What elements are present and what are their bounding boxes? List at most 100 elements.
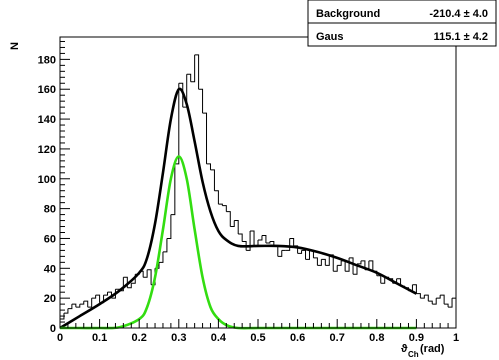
histogram-bin <box>143 269 148 278</box>
x-tick-label: 1 <box>453 332 459 344</box>
histogram-bin <box>317 259 322 266</box>
histogram-bin <box>289 237 295 246</box>
histogram-bin <box>214 190 219 205</box>
histogram-bin <box>321 258 326 266</box>
y-tick-label: 140 <box>38 114 56 126</box>
histogram-bin <box>103 292 109 296</box>
histogram-bin <box>147 269 152 285</box>
x-tick-label: 0.3 <box>171 332 186 344</box>
histogram-bin <box>273 245 279 257</box>
histogram-bin <box>63 308 69 314</box>
y-axis-label: N <box>9 42 21 50</box>
histogram-bin <box>265 241 271 244</box>
histogram-bin <box>83 300 89 308</box>
histogram-bin <box>190 54 196 83</box>
histogram-bin <box>285 238 291 251</box>
histogram-layer <box>60 54 456 320</box>
histogram-bin <box>170 163 176 216</box>
histogram-bin <box>269 240 275 246</box>
histogram-bin <box>67 304 73 310</box>
x-axis-label: ϑ Ch (rad) <box>401 343 445 359</box>
y-tick-label: 100 <box>38 174 56 186</box>
y-tick-label: 40 <box>44 263 56 275</box>
y-tick-label: 60 <box>44 233 56 245</box>
histogram-bin <box>174 83 180 165</box>
histogram-bin <box>159 251 164 263</box>
histogram-bin <box>301 249 307 260</box>
histogram-bin <box>60 313 65 320</box>
histogram-bin <box>353 263 358 275</box>
histogram-bin <box>261 234 267 243</box>
histogram-bin <box>380 277 386 284</box>
histogram-bin <box>178 82 184 108</box>
histogram-bin <box>194 54 200 90</box>
histogram-bin <box>412 284 417 294</box>
histogram-bin <box>420 295 425 299</box>
histogram-bin <box>357 260 362 265</box>
histogram-bin <box>448 298 453 308</box>
histogram-bin <box>325 254 330 266</box>
histogram-bin <box>313 257 318 266</box>
histogram-bin <box>424 294 429 302</box>
axis-ticks: 0 0.1 0.2 0.3 0.4 0.5 0.6 0.7 0.8 0.9 1 0 20 40 60 80 10… <box>38 40 459 344</box>
y-tick-label: 160 <box>38 84 56 96</box>
histogram-bin <box>277 250 283 257</box>
histogram-bin <box>305 250 310 260</box>
stat-value-gaus: 115.1 ± 4.2 <box>434 31 488 43</box>
histogram-bin <box>396 278 402 287</box>
histogram-bin <box>166 214 172 239</box>
stat-label-background: Background <box>316 8 380 20</box>
histogram-bin <box>186 73 192 82</box>
x-tick-label: 0.2 <box>132 332 147 344</box>
gaussian-fit-curve <box>60 155 417 330</box>
total-fit-curve <box>59 87 418 330</box>
histogram-bin <box>226 211 231 227</box>
histogram-bin <box>162 238 168 253</box>
histogram-bin <box>75 304 81 308</box>
y-tick-label: 0 <box>50 323 56 335</box>
histogram-bin <box>95 294 101 303</box>
histogram-bin <box>87 298 93 308</box>
x-axis-label-subscript: Ch <box>408 350 419 359</box>
x-tick-label: 0.8 <box>369 332 384 344</box>
x-tick-label: 0.5 <box>250 332 265 344</box>
stat-value-background: -210.4 ± 4.0 <box>429 8 488 20</box>
histogram-bin <box>341 260 346 272</box>
histogram-bin <box>368 260 374 272</box>
histogram-bin <box>444 303 449 308</box>
histogram-bin <box>206 163 211 170</box>
histogram-bin <box>376 275 382 284</box>
histogram-bin <box>440 294 445 305</box>
x-tick-label: 0.4 <box>211 332 227 344</box>
stat-label-gaus: Gaus <box>316 31 344 43</box>
y-tick-label: 180 <box>38 54 56 66</box>
histogram-bin <box>428 300 433 305</box>
y-tick-label: 120 <box>38 144 56 156</box>
histogram-bin <box>432 298 437 305</box>
x-tick-label: 0.6 <box>290 332 305 344</box>
x-axis-label-unit: (rad) <box>420 343 445 355</box>
histogram-bin <box>436 295 441 299</box>
histogram-bin <box>349 257 354 275</box>
histogram-bin <box>222 205 227 212</box>
histogram-bin <box>416 293 421 299</box>
histogram-bin <box>258 235 263 241</box>
histogram-bin <box>79 301 85 305</box>
histogram-bin <box>71 303 77 308</box>
histogram-bin <box>234 220 239 234</box>
histogram-bin <box>198 88 204 114</box>
fit-stats-box: Background -210.4 ± 4.0 Gaus 115.1 ± 4.2 <box>307 0 497 47</box>
histogram-bin <box>238 233 243 242</box>
y-tick-label: 20 <box>44 293 56 305</box>
y-tick-label: 80 <box>44 204 56 216</box>
histogram-bin <box>230 220 235 228</box>
histogram-bin <box>127 283 132 289</box>
histogram-bin <box>250 230 255 246</box>
histogram-bin <box>218 203 223 206</box>
histogram-bin <box>210 169 215 191</box>
histogram-bin <box>202 112 208 164</box>
x-tick-label: 0.1 <box>92 332 107 344</box>
x-tick-label: 0.7 <box>330 332 345 344</box>
